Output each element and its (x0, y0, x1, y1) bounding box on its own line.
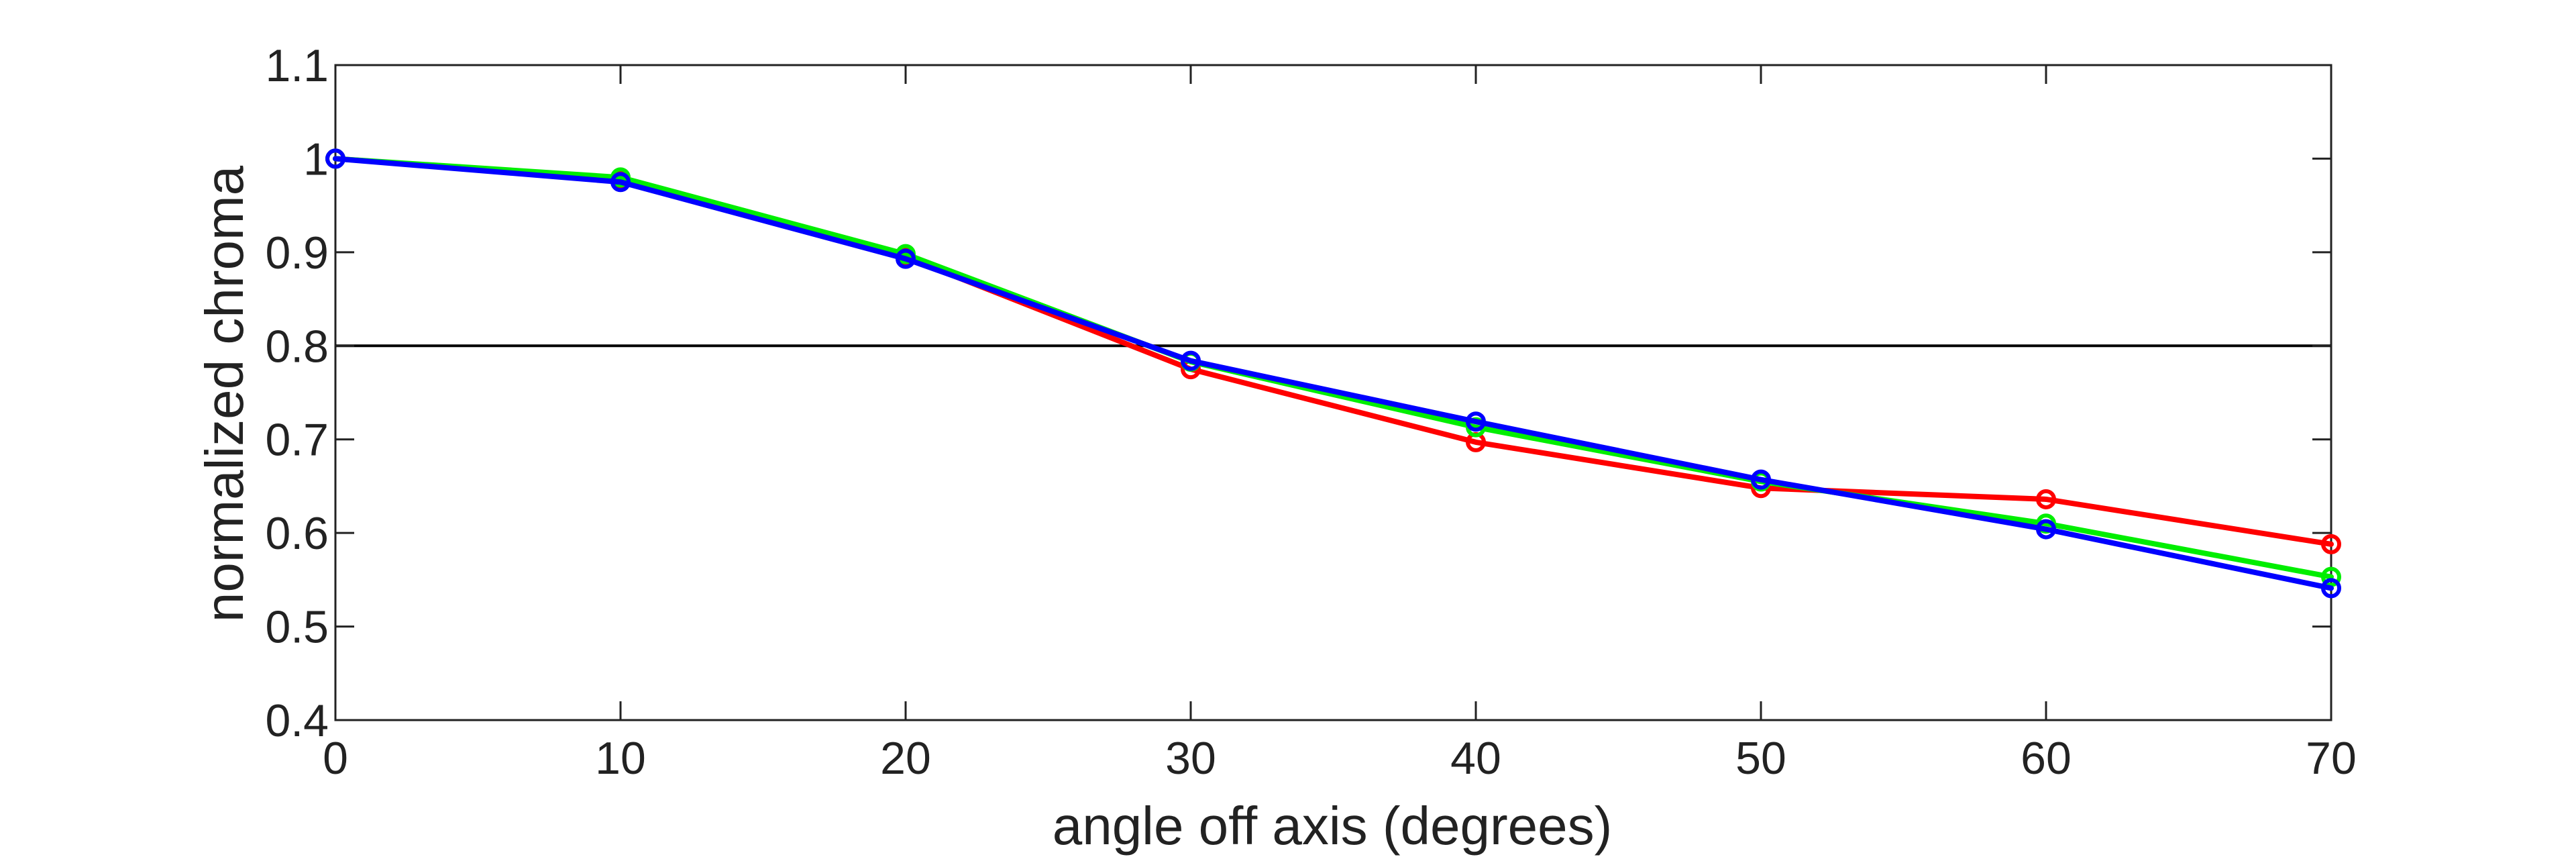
x-axis-title: angle off axis (degrees) (1053, 796, 1613, 856)
y-tick-label: 0.9 (265, 228, 329, 279)
data-point (1751, 469, 1771, 490)
data-point (610, 172, 631, 193)
data-point (896, 248, 916, 269)
y-axis-title: normalized chroma (195, 165, 254, 622)
data-point (2321, 566, 2341, 587)
data-point (2321, 534, 2341, 554)
x-tick-label: 30 (1165, 733, 1216, 784)
data-point (2036, 519, 2056, 540)
data-point (1466, 411, 1486, 432)
data-point (2036, 489, 2056, 509)
x-axis-ticks: 0 10 20 30 40 50 60 70 (323, 65, 2357, 784)
y-axis-ticks: 0.4 0.5 0.6 0.7 0.8 0.9 1 1.1 (265, 40, 2331, 746)
data-point (2321, 578, 2341, 599)
y-tick-label: 1.1 (265, 40, 329, 91)
y-tick-label: 1 (303, 134, 329, 185)
x-tick-label: 60 (2021, 733, 2072, 784)
x-tick-label: 50 (1735, 733, 1786, 784)
x-tick-label: 0 (323, 733, 348, 784)
series-line (333, 156, 2334, 591)
series-2 (325, 148, 2341, 599)
data-point (325, 148, 345, 169)
series-line (333, 156, 2334, 580)
y-tick-label: 0.8 (265, 321, 329, 372)
plot-area: 0 10 20 30 40 50 60 70 0.4 0.5 0.6 0.7 0.8 0.9 1 1.1 (265, 40, 2356, 784)
x-tick-label: 70 (2306, 733, 2357, 784)
x-tick-label: 10 (595, 733, 646, 784)
y-tick-label: 0.4 (265, 695, 329, 746)
x-tick-label: 20 (880, 733, 931, 784)
data-point (1181, 350, 1201, 371)
y-tick-label: 0.7 (265, 415, 329, 466)
x-tick-label: 40 (1450, 733, 1501, 784)
axes-box (334, 64, 2332, 721)
y-tick-label: 0.5 (265, 602, 329, 653)
y-tick-label: 0.6 (265, 508, 329, 559)
